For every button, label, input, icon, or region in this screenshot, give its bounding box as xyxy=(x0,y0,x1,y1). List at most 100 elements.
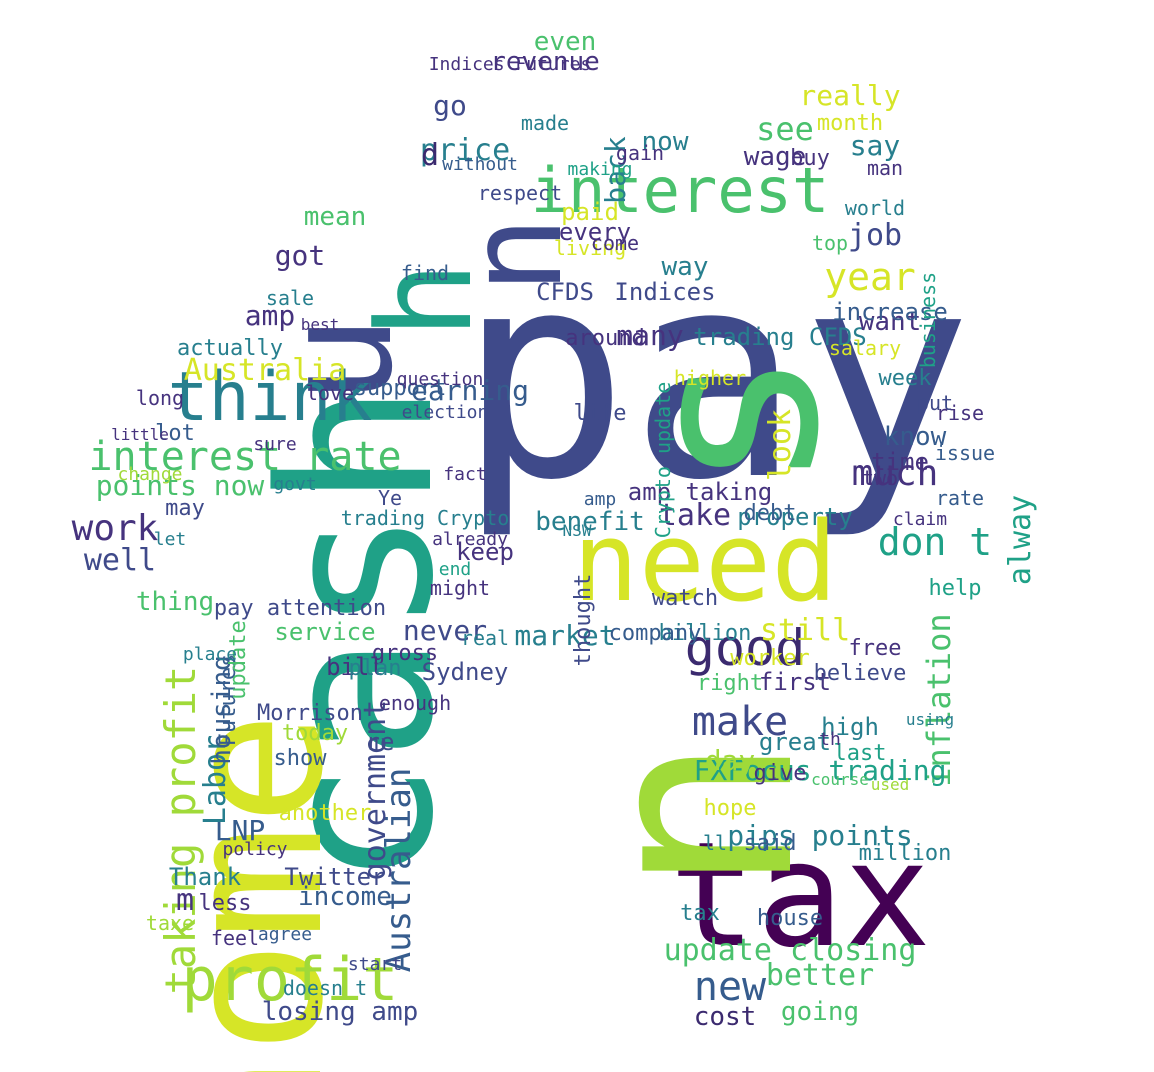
cloud-word: may xyxy=(165,496,205,521)
cloud-word: business xyxy=(916,272,940,368)
cloud-word: LNP xyxy=(215,814,266,847)
cloud-word: way xyxy=(662,252,709,282)
cloud-word: need xyxy=(573,498,838,626)
cloud-word: taking profit xyxy=(156,666,205,995)
cloud-word: hope xyxy=(704,796,757,821)
cloud-word: made xyxy=(521,111,569,135)
cloud-word: great xyxy=(759,728,831,756)
cloud-word: see xyxy=(756,110,814,148)
cloud-word: s xyxy=(592,348,872,493)
cloud-word: real xyxy=(461,626,509,650)
cloud-word: year xyxy=(824,255,916,299)
cloud-word: said xyxy=(744,831,797,856)
cloud-word: respect xyxy=(478,181,562,205)
cloud-word: Twitter xyxy=(284,863,385,891)
cloud-word: h xyxy=(349,261,501,339)
cloud-word: rate xyxy=(936,486,984,510)
cloud-word: Indices xyxy=(614,278,715,306)
cloud-word: points now xyxy=(96,469,265,502)
cloud-word: home xyxy=(144,711,365,1072)
cloud-word: market xyxy=(514,619,615,652)
cloud-word: around xyxy=(565,326,644,351)
cloud-word: many xyxy=(616,319,683,352)
cloud-word: today xyxy=(282,721,348,746)
cloud-word: n xyxy=(439,216,591,294)
cloud-word: first xyxy=(759,668,831,696)
cloud-word: feel xyxy=(211,926,259,950)
cloud-word: losing amp xyxy=(262,997,419,1027)
cloud-word: making xyxy=(567,159,632,180)
cloud-word: inflation xyxy=(920,613,958,786)
cloud-word: Thank xyxy=(169,863,242,891)
cloud-word: another xyxy=(279,801,372,826)
cloud-word: n xyxy=(539,734,854,897)
cloud-word: might xyxy=(430,576,490,600)
cloud-word: day xyxy=(705,744,756,777)
cloud-word: claim xyxy=(893,509,947,530)
cloud-word: course xyxy=(811,770,869,789)
cloud-word: higher xyxy=(674,366,746,390)
cloud-word: pay xyxy=(458,211,973,543)
cloud-word: million xyxy=(859,841,952,866)
cloud-word: back xyxy=(599,136,632,204)
cloud-word: go xyxy=(433,89,467,122)
cloud-word: start xyxy=(348,954,402,975)
cloud-word: profit xyxy=(182,945,399,1015)
cloud-word: property xyxy=(737,503,853,531)
cloud-word: want xyxy=(859,307,922,337)
cloud-word: price xyxy=(420,133,510,168)
cloud-word: Sydney xyxy=(422,658,509,686)
cloud-word: election xyxy=(402,402,489,423)
cloud-word: bill xyxy=(326,653,384,681)
cloud-word: top xyxy=(812,231,848,255)
cloud-word: increase xyxy=(832,298,948,326)
cloud-word: CFDS xyxy=(536,278,594,306)
cloud-word: NSW xyxy=(563,521,592,540)
cloud-word: trading Crypto xyxy=(341,506,510,530)
cloud-word: pay attention xyxy=(214,596,386,621)
cloud-word: d xyxy=(421,138,439,173)
cloud-word: last xyxy=(834,741,887,766)
cloud-word: time xyxy=(871,448,929,476)
cloud-word: give xyxy=(754,761,807,786)
cloud-word: benefit xyxy=(535,507,645,537)
cloud-word: look xyxy=(763,409,798,481)
cloud-word: world xyxy=(845,196,905,220)
cloud-word: change xyxy=(117,464,182,485)
cloud-word: sure xyxy=(253,434,296,455)
cloud-word: revenue xyxy=(490,47,600,77)
cloud-word: tax xyxy=(680,901,720,926)
cloud-word: amp taking xyxy=(628,478,773,506)
cloud-word: Crypto update xyxy=(651,382,675,539)
cloud-word: issue xyxy=(935,441,995,465)
cloud-word: really xyxy=(799,79,900,112)
cloud-word: man xyxy=(867,156,903,180)
cloud-word: best xyxy=(301,315,340,334)
cloud-word: make xyxy=(692,699,788,745)
cloud-word: every xyxy=(559,218,631,246)
cloud-word: FXFocus trading xyxy=(694,754,947,787)
cloud-word: going xyxy=(781,997,859,1027)
cloud-word: high xyxy=(821,713,879,741)
cloud-word: mean xyxy=(304,202,367,232)
cloud-word: without xyxy=(442,154,518,175)
cloud-word: Australian xyxy=(379,768,419,973)
cloud-word: much xyxy=(852,453,939,494)
cloud-word: good xyxy=(685,619,805,677)
cloud-word: doesn t xyxy=(283,976,367,1000)
cloud-word: alway xyxy=(1003,495,1038,585)
cloud-word: show xyxy=(274,746,328,771)
cloud-word: enough xyxy=(379,691,451,715)
cloud-word: agree xyxy=(258,924,312,945)
cloud-word: billion xyxy=(659,621,752,646)
cloud-word: amp xyxy=(584,489,617,510)
cloud-word: little xyxy=(111,425,169,444)
cloud-word: fact xyxy=(443,464,486,485)
cloud-word: gain xyxy=(616,141,664,165)
cloud-word: ll xyxy=(703,831,727,855)
cloud-word: cash xyxy=(235,382,480,888)
cloud-word: company xyxy=(609,621,702,646)
cloud-word: housing xyxy=(207,655,237,765)
cloud-word: watch xyxy=(652,586,718,611)
